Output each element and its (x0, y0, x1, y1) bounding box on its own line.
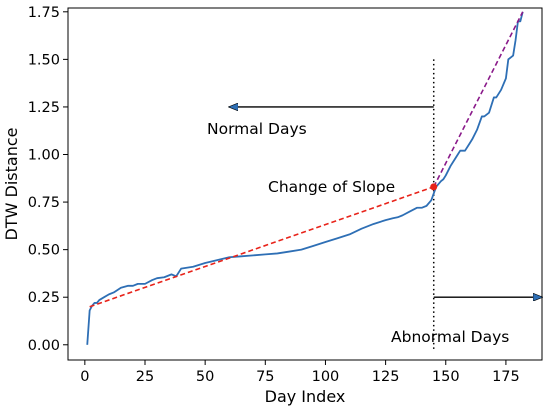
y-axis-label: DTW Distance (2, 128, 21, 241)
y-tick-label: 1.75 (28, 5, 60, 21)
dtw-distance-line (86, 11, 524, 345)
x-tick-label: 175 (492, 369, 520, 385)
x-axis-label: Day Index (265, 387, 346, 406)
plot-frame (67, 7, 543, 361)
normal-days-annotation: Normal Days (207, 120, 307, 138)
y-tick-label: 1.25 (28, 100, 60, 116)
plot-area (86, 11, 542, 351)
change-of-slope-marker (430, 183, 438, 191)
x-tick-label: 125 (372, 369, 400, 385)
x-axis: 0 25 50 75 100 125 150 175 (80, 360, 520, 385)
y-tick-label: 1.50 (28, 52, 60, 68)
y-tick-label: 0.25 (28, 290, 60, 306)
y-axis: 0.00 0.25 0.50 0.75 1.00 1.25 1.50 1.75 (28, 5, 68, 354)
y-tick-label: 0.50 (28, 243, 60, 259)
x-tick-label: 25 (136, 369, 154, 385)
y-tick-label: 1.00 (28, 148, 60, 164)
normal-trend-line (89, 186, 434, 308)
abnormal-trend-line (433, 11, 524, 188)
change-of-slope-annotation: Change of Slope (268, 178, 395, 196)
x-tick-label: 100 (312, 369, 340, 385)
y-tick-label: 0.75 (28, 195, 60, 211)
x-tick-label: 150 (432, 369, 460, 385)
abnormal-days-annotation: Abnormal Days (391, 328, 509, 346)
x-tick-label: 50 (196, 369, 214, 385)
x-tick-label: 75 (256, 369, 274, 385)
y-tick-label: 0.00 (28, 338, 60, 354)
x-tick-label: 0 (80, 369, 89, 385)
